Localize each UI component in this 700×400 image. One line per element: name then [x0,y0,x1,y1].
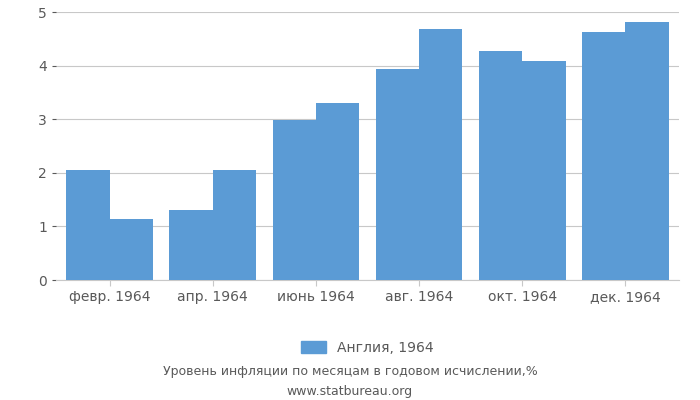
Bar [169,210,213,280]
Bar [376,69,419,280]
Bar [479,51,522,280]
Bar [66,170,110,280]
Bar [582,32,625,280]
Bar [213,170,256,280]
Bar [110,219,153,280]
Bar [272,120,316,280]
Bar [522,61,566,280]
Text: www.statbureau.org: www.statbureau.org [287,386,413,398]
Bar [419,29,463,280]
Bar [316,102,359,280]
Text: Уровень инфляции по месяцам в годовом исчислении,%: Уровень инфляции по месяцам в годовом ис… [162,366,538,378]
Bar [625,22,668,280]
Legend: Англия, 1964: Англия, 1964 [295,335,440,360]
